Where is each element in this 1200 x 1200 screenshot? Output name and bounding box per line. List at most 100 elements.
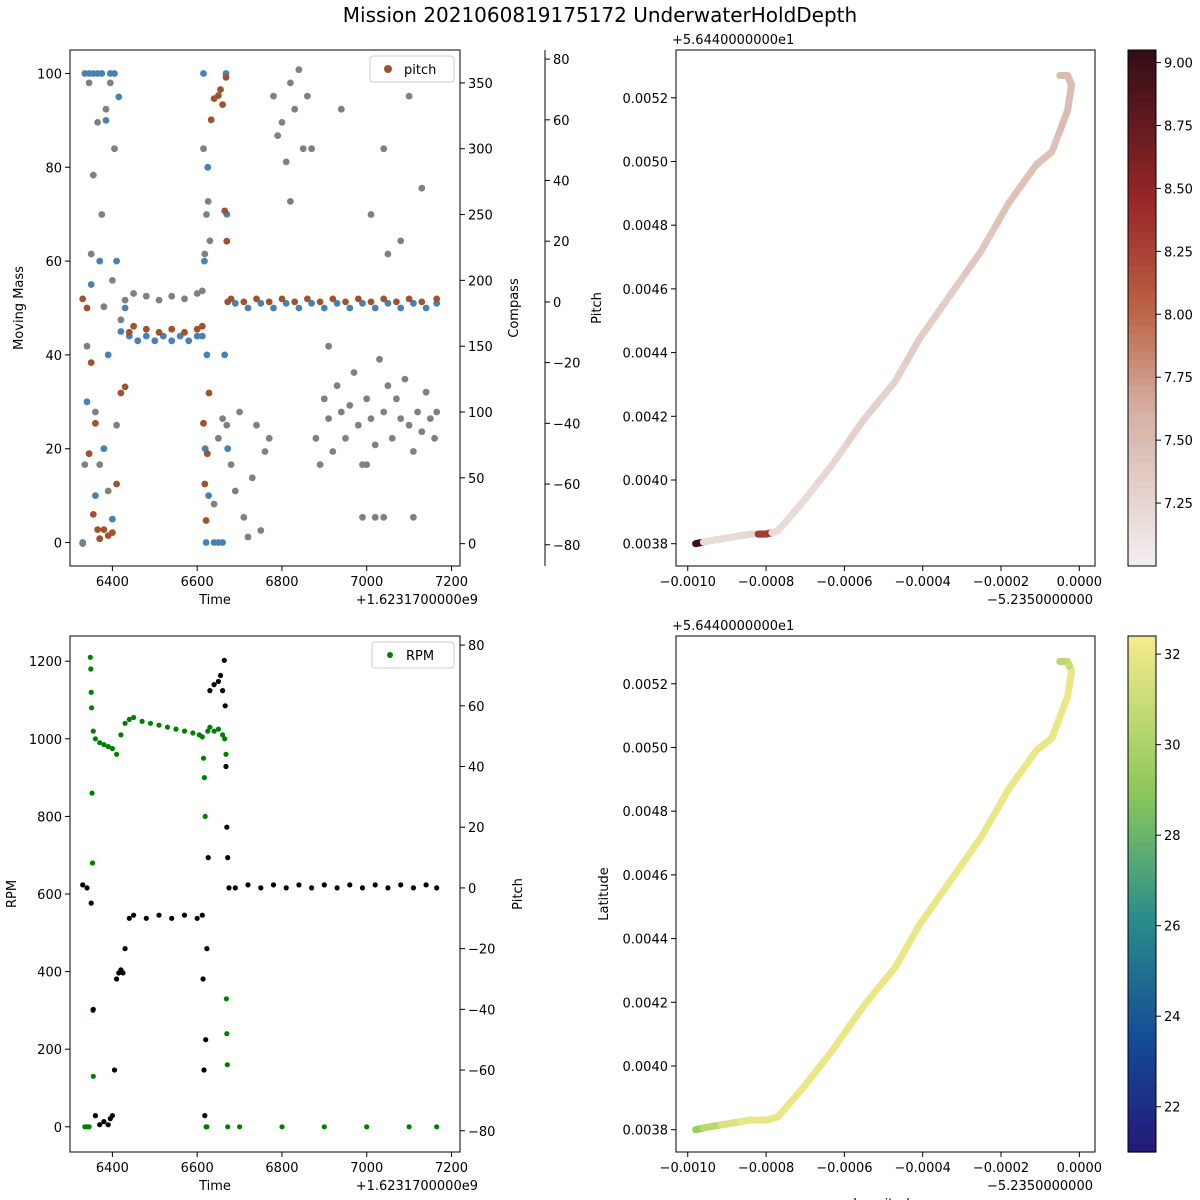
data-point-RPM <box>89 790 95 796</box>
data-point-RPM <box>321 1124 327 1130</box>
data-point-pitch <box>87 359 95 366</box>
data-point-moving-mass <box>104 351 112 359</box>
data-point-RPM <box>223 996 229 1002</box>
colorbar-segment <box>1128 411 1156 421</box>
colorbar-segment <box>1128 540 1156 550</box>
data-point-moving-mass <box>282 299 290 307</box>
x-tick-label: 6800 <box>265 1161 298 1176</box>
y-right2-tick-label: 40 <box>553 175 570 190</box>
data-point-moving-mass <box>96 257 104 265</box>
colorbar-segment <box>1128 1040 1156 1050</box>
data-point-moving-mass <box>203 351 211 359</box>
panel-top-left: 6400 6600 6800 7000 7200 Time +1.6231700000e9 0… <box>12 49 605 608</box>
colorbar-segment <box>1128 988 1156 998</box>
data-point-compass <box>333 382 341 390</box>
data-point-compass <box>363 395 371 403</box>
data-point-moving-mass <box>117 328 125 335</box>
data-point-compass <box>168 292 176 300</box>
data-point-moving-mass <box>270 304 277 312</box>
data-point-compass <box>380 513 388 521</box>
data-point-moving-mass <box>320 304 328 312</box>
colorbar-segment <box>1128 161 1156 171</box>
data-point-pitch <box>100 526 108 533</box>
colorbar-segment <box>1128 385 1156 395</box>
colorbar-segment <box>1128 222 1156 232</box>
colorbar-segment <box>1128 101 1156 111</box>
colorbar-segment <box>1128 531 1156 541</box>
data-point-compass <box>388 434 396 442</box>
data-point-compass <box>418 184 426 192</box>
track-point <box>1056 657 1064 665</box>
map-frame <box>675 49 1096 567</box>
data-point-compass <box>304 92 311 100</box>
data-point-compass <box>384 250 392 258</box>
data-point-compass <box>89 171 97 179</box>
data-point-RPM <box>434 1124 440 1130</box>
data-point-RPM <box>86 1124 92 1130</box>
data-point-RPM <box>164 724 171 730</box>
data-point-pitch <box>111 1067 118 1073</box>
colorbar-segment <box>1128 213 1156 223</box>
data-point-compass <box>96 461 104 468</box>
y-tick-label: 0.0050 <box>623 741 669 756</box>
data-point-pitch <box>270 882 277 888</box>
colorbar-segment <box>1128 179 1156 189</box>
colorbar-segment <box>1128 636 1156 646</box>
colorbar-segment <box>1128 971 1156 981</box>
data-point-pitch <box>131 912 137 918</box>
data-point-compass <box>287 79 294 87</box>
colorbar-segment <box>1128 454 1156 464</box>
colorbar-segment <box>1128 1074 1156 1084</box>
data-point-compass <box>308 145 315 153</box>
data-point-pitch <box>434 885 440 891</box>
y-right2-tick-label: 60 <box>553 114 570 129</box>
colorbar-segment <box>1128 359 1156 369</box>
data-point-compass <box>295 66 303 74</box>
data-point-RPM <box>105 744 111 750</box>
colorbar-segment <box>1128 885 1156 895</box>
data-point-RPM <box>224 1062 230 1068</box>
data-point-moving-mass <box>134 337 142 345</box>
data-point-pitch <box>222 73 230 81</box>
data-point-pitch <box>227 295 235 303</box>
data-point-RPM <box>90 1073 96 1079</box>
colorbar-segment <box>1128 928 1156 938</box>
data-point-compass <box>325 342 332 350</box>
data-point-compass <box>223 421 231 429</box>
data-point-pitch <box>205 855 211 861</box>
data-point-compass <box>204 198 212 205</box>
colorbar-segment <box>1128 548 1156 558</box>
data-point-pitch <box>84 885 90 891</box>
data-point-moving-mass <box>198 332 206 340</box>
data-point-RPM <box>224 1031 230 1037</box>
colorbar-segment <box>1128 1091 1156 1101</box>
data-point-moving-mass <box>244 304 252 312</box>
colorbar-segment <box>1128 1014 1156 1024</box>
colorbar-tick-label: 26 <box>1164 920 1181 935</box>
data-point-compass <box>106 79 114 87</box>
legend-marker <box>384 65 392 73</box>
data-point-compass <box>367 211 375 218</box>
y-right-tick-label: 250 <box>468 209 493 224</box>
x-tick-label: 6800 <box>265 575 298 590</box>
data-point-RPM <box>173 726 179 732</box>
data-point-compass <box>240 513 248 521</box>
data-point-pitch <box>232 885 238 891</box>
data-point-pitch <box>109 529 116 536</box>
data-point-pitch <box>109 1113 115 1119</box>
y-right-tick-label: 350 <box>468 77 493 92</box>
data-point-pitch <box>410 885 416 891</box>
x-tick-label: 6400 <box>96 1161 129 1176</box>
data-point-pitch <box>291 298 299 306</box>
data-point-compass <box>371 441 379 449</box>
data-point-pitch <box>405 295 413 303</box>
data-point-pitch <box>199 912 205 918</box>
data-point-pitch <box>194 915 200 921</box>
data-point-pitch <box>329 295 337 303</box>
y-right-tick-label: 150 <box>468 340 493 355</box>
data-point-pitch <box>219 101 227 108</box>
data-point-RPM <box>364 1124 370 1130</box>
x-tick-label: −0.0008 <box>738 1161 794 1176</box>
data-point-moving-mass <box>193 332 201 340</box>
data-point-moving-mass <box>121 304 129 312</box>
